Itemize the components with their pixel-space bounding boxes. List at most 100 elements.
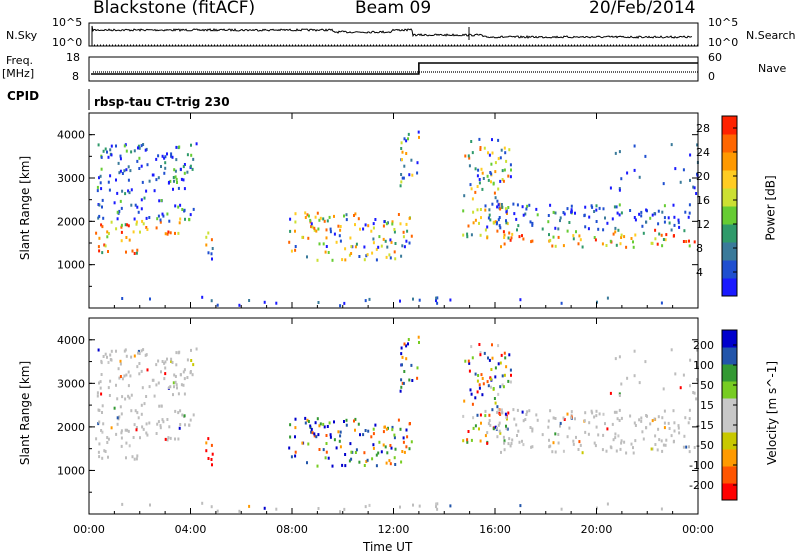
power-point	[115, 144, 117, 148]
velocity-point	[663, 426, 666, 430]
velocity-point	[507, 379, 510, 383]
power-point	[552, 210, 555, 214]
power-point	[126, 223, 129, 227]
velocity-point	[417, 335, 420, 339]
power-point	[658, 232, 661, 236]
power-point	[634, 218, 637, 222]
velocity-point	[394, 447, 397, 451]
power-point	[314, 215, 317, 219]
power-point	[205, 243, 208, 247]
velocity-point	[378, 440, 381, 444]
power-point	[161, 154, 164, 158]
velocity-point	[341, 463, 344, 467]
velocity-point	[127, 394, 130, 398]
power-point	[116, 217, 119, 221]
velocity-point	[141, 386, 144, 390]
power-point	[368, 297, 371, 301]
velocity-point	[657, 427, 660, 431]
velocity-point	[401, 363, 403, 367]
velocity-point	[507, 442, 510, 446]
power-point	[98, 236, 101, 240]
power-point	[186, 170, 189, 174]
power-point	[488, 213, 491, 217]
velocity-point	[294, 454, 297, 458]
power-point	[120, 223, 123, 227]
power-point	[601, 242, 604, 246]
velocity-point	[491, 356, 494, 360]
power-point	[541, 227, 544, 231]
power-point	[145, 216, 148, 220]
velocity-point	[494, 366, 497, 370]
velocity-point	[166, 438, 169, 442]
velocity-point	[183, 368, 186, 372]
power-point	[393, 230, 396, 234]
power-point	[436, 301, 439, 305]
velocity-point	[634, 424, 637, 427]
power-point	[670, 228, 673, 232]
power-point	[494, 161, 497, 165]
power-point	[189, 164, 192, 168]
velocity-point	[641, 430, 644, 434]
power-point	[464, 154, 467, 158]
power-point	[131, 249, 134, 253]
power-point	[663, 216, 666, 220]
power-point	[184, 217, 186, 221]
power-point	[508, 231, 511, 235]
power-point	[554, 244, 557, 248]
velocity-colorbar-segment	[722, 432, 737, 450]
power-point	[588, 215, 591, 219]
velocity-point	[496, 410, 499, 414]
power-point	[183, 208, 186, 212]
velocity-point	[478, 343, 481, 346]
velocity-point	[418, 504, 421, 508]
velocity-point	[339, 430, 342, 434]
velocity-point	[503, 373, 506, 377]
velocity-point	[174, 437, 176, 441]
power-point	[670, 143, 673, 147]
velocity-point	[170, 357, 173, 361]
power-panel-frame	[88, 112, 699, 309]
velocity-point	[665, 438, 668, 442]
power-point	[182, 165, 185, 169]
velocity-point	[99, 380, 102, 384]
velocity-point	[179, 423, 182, 426]
power-point	[210, 252, 213, 256]
power-point	[313, 226, 316, 230]
power-point	[518, 235, 521, 239]
power-point	[177, 205, 180, 209]
power-point	[405, 152, 408, 155]
power-point	[408, 173, 411, 177]
power-point	[486, 225, 489, 229]
velocity-point	[633, 421, 636, 425]
velocity-point	[488, 413, 491, 417]
power-point	[137, 210, 140, 214]
velocity-point	[497, 362, 500, 366]
power-point	[354, 212, 357, 216]
velocity-point	[128, 444, 131, 448]
velocity-point	[468, 361, 471, 365]
velocity-point	[106, 355, 108, 359]
velocity-colorbar-label: 15	[700, 399, 714, 412]
power-point	[688, 211, 691, 215]
velocity-point	[174, 375, 177, 378]
power-colorbar-label: 4	[696, 266, 703, 279]
power-point	[290, 249, 293, 253]
power-point	[408, 216, 411, 220]
power-point	[497, 157, 500, 161]
power-point	[503, 242, 506, 246]
velocity-point	[491, 343, 493, 347]
power-point	[484, 228, 487, 232]
velocity-point	[121, 502, 124, 506]
velocity-point	[140, 412, 143, 416]
velocity-point	[177, 411, 180, 415]
power-point	[102, 216, 105, 220]
velocity-point	[160, 370, 162, 374]
power-point	[468, 156, 471, 160]
power-point	[405, 139, 408, 143]
power-point	[566, 229, 569, 233]
power-point	[683, 229, 686, 233]
nave-label: Nave	[758, 62, 787, 75]
velocity-point	[492, 427, 495, 431]
velocity-point	[343, 420, 345, 423]
velocity-point	[161, 360, 164, 363]
